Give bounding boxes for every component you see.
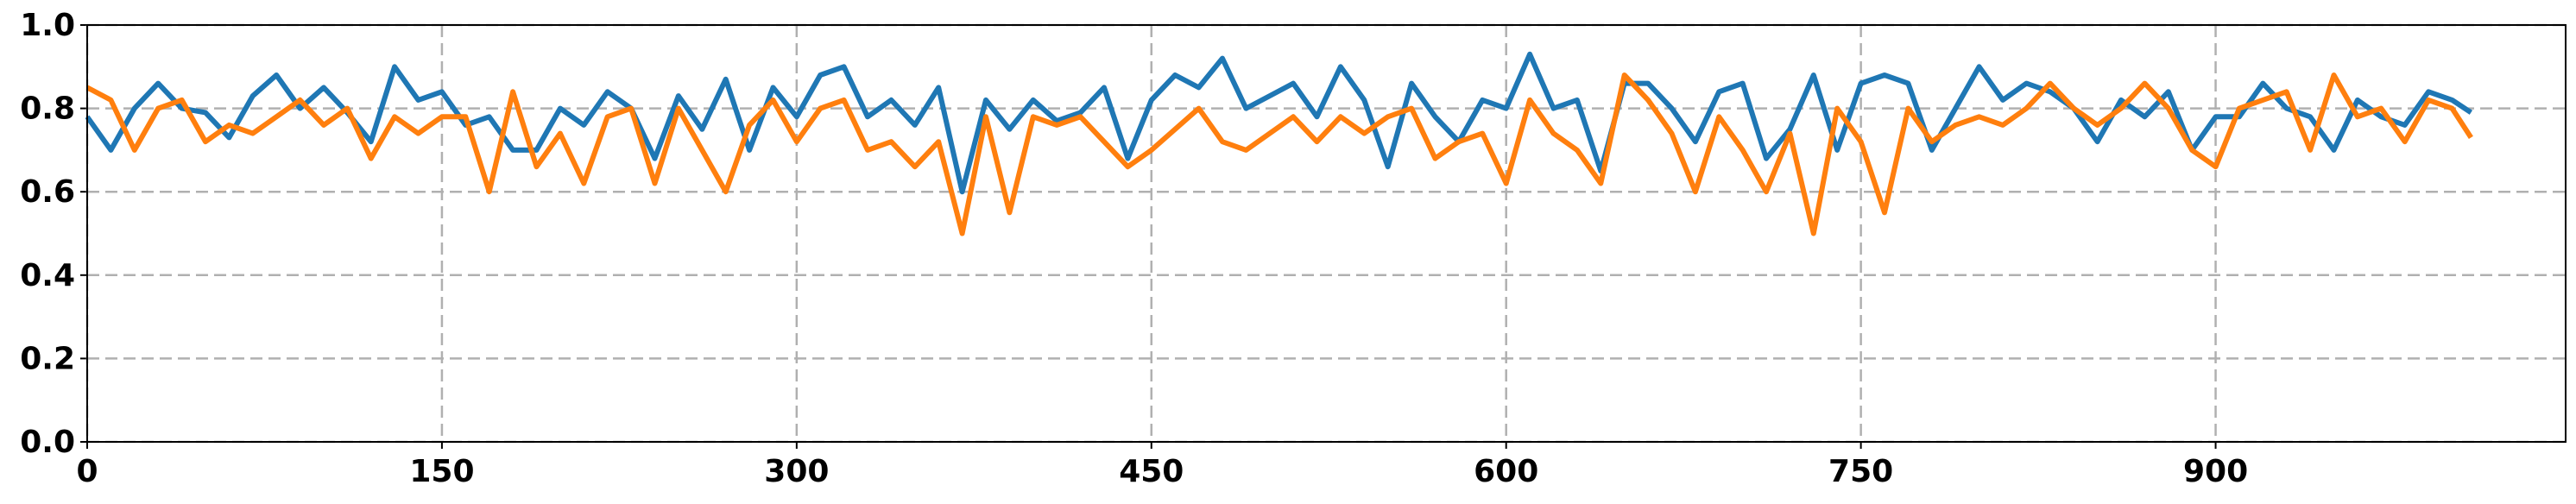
x-tick-label: 0: [76, 454, 98, 489]
x-tick-label: 300: [764, 454, 829, 489]
x-tick-label: 750: [1828, 454, 1893, 489]
y-tick-label: 0.8: [20, 91, 75, 127]
y-tick-label: 0.4: [20, 258, 75, 293]
y-tick-label: 0.0: [20, 425, 75, 460]
x-tick-label: 900: [2183, 454, 2248, 489]
series-line: [85, 72, 2473, 236]
x-tick-label: 450: [1119, 454, 1184, 489]
y-tick-label: 0.2: [20, 341, 75, 376]
x-tick-label: 600: [1474, 454, 1538, 489]
y-tick-label: 0.6: [20, 174, 75, 210]
plot-frame: [86, 24, 2567, 443]
series-line: [85, 51, 2473, 195]
x-tick-label: 150: [409, 454, 474, 489]
y-tick-label: 1.0: [20, 8, 75, 43]
